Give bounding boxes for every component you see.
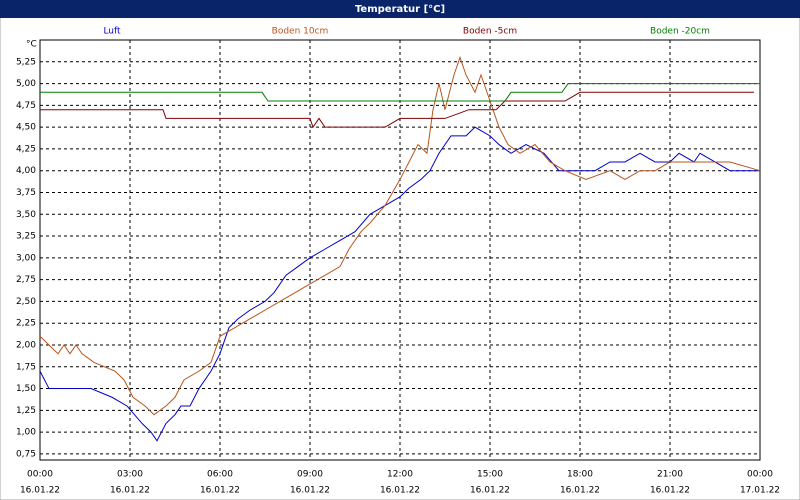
y-tick-label: 4,50 bbox=[16, 123, 36, 133]
chart-title: Temperatur [°C] bbox=[355, 4, 445, 15]
x-tick-date: 16.01.22 bbox=[200, 486, 240, 496]
y-tick-label: 2,50 bbox=[16, 297, 36, 307]
title-bar bbox=[0, 0, 800, 18]
series-line bbox=[40, 83, 760, 102]
legend-entry: Luft bbox=[103, 27, 121, 37]
x-tick-label: 12:00 bbox=[387, 470, 413, 480]
series-line bbox=[39, 55, 761, 416]
y-tick-label: 3,25 bbox=[16, 232, 36, 242]
y-tick-label: 1,25 bbox=[16, 406, 36, 416]
x-tick-label: 06:00 bbox=[207, 470, 233, 480]
legend-entry: Boden 10cm bbox=[272, 27, 329, 37]
y-tick-label: 2,00 bbox=[16, 340, 36, 350]
y-tick-label: 4,25 bbox=[16, 144, 36, 154]
x-tick-label: 21:00 bbox=[657, 470, 683, 480]
x-tick-label: 00:00 bbox=[27, 470, 53, 480]
x-tick-label: 09:00 bbox=[297, 470, 323, 480]
series-line bbox=[40, 91, 754, 129]
y-tick-label: 2,25 bbox=[16, 319, 36, 329]
x-tick-date: 17.01.22 bbox=[740, 486, 780, 496]
legend-entry: Boden -5cm bbox=[463, 27, 517, 37]
y-tick-label: 1,00 bbox=[16, 428, 36, 438]
x-tick-label: 03:00 bbox=[117, 470, 143, 480]
x-tick-label: 00:00 bbox=[747, 470, 773, 480]
x-tick-date: 16.01.22 bbox=[110, 486, 150, 496]
x-tick-date: 16.01.22 bbox=[470, 486, 510, 496]
x-tick-date: 16.01.22 bbox=[290, 486, 330, 496]
x-tick-label: 18:00 bbox=[567, 470, 593, 480]
y-tick-label: 2,75 bbox=[16, 275, 36, 285]
x-tick-date: 16.01.22 bbox=[560, 486, 600, 496]
y-tick-label: 3,75 bbox=[16, 188, 36, 198]
y-tick-label: 5,25 bbox=[16, 57, 36, 67]
y-axis-label: °C bbox=[26, 40, 37, 50]
y-tick-label: 3,50 bbox=[16, 210, 36, 220]
x-tick-date: 16.01.22 bbox=[380, 486, 420, 496]
x-tick-date: 16.01.22 bbox=[650, 486, 690, 496]
x-tick-date: 16.01.22 bbox=[20, 486, 60, 496]
y-tick-label: 5,00 bbox=[16, 79, 36, 89]
legend-entry: Boden -20cm bbox=[650, 27, 710, 37]
x-tick-label: 15:00 bbox=[477, 470, 503, 480]
y-tick-label: 3,00 bbox=[16, 253, 36, 263]
y-tick-label: 1,50 bbox=[16, 384, 36, 394]
y-tick-label: 4,00 bbox=[16, 166, 36, 176]
y-tick-label: 1,75 bbox=[16, 362, 36, 372]
y-tick-label: 0,75 bbox=[16, 449, 36, 459]
y-tick-label: 4,75 bbox=[16, 101, 36, 111]
